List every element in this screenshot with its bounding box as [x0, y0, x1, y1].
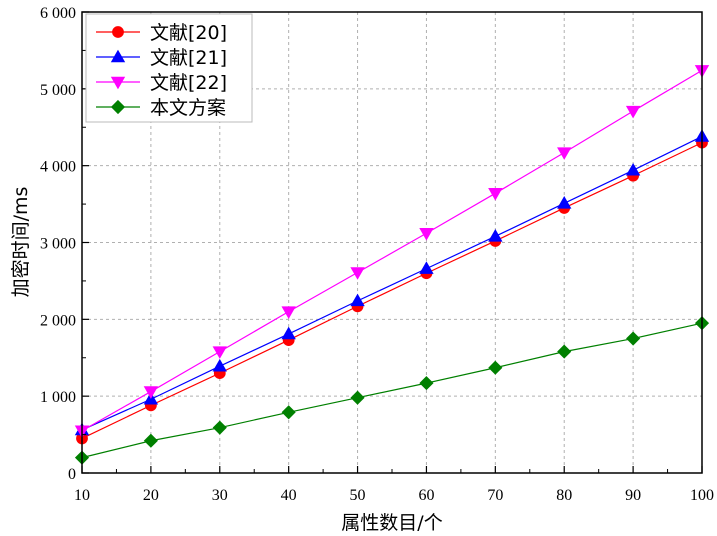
x-tick-label: 30 [212, 487, 228, 504]
series-3-point [281, 306, 296, 319]
series-line-2 [81, 135, 703, 431]
series-4-point [212, 420, 227, 435]
x-tick-label: 50 [350, 487, 366, 504]
x-tick-label: 40 [281, 487, 297, 504]
x-tick-label: 20 [143, 487, 159, 504]
x-tick-label: 60 [418, 487, 434, 504]
series-3-point [488, 188, 503, 201]
y-tick-label: 1 000 [40, 389, 76, 406]
x-tick-label: 80 [556, 487, 572, 504]
series-4-point [557, 344, 572, 359]
series-lines [81, 69, 703, 459]
series-4-point [143, 433, 158, 448]
x-tick-label: 10 [74, 487, 90, 504]
legend-marker-1 [112, 26, 124, 38]
series-4-point [626, 331, 641, 346]
y-tick-label: 3 000 [40, 236, 76, 253]
x-tick-label: 90 [625, 487, 641, 504]
y-tick-label: 4 000 [40, 159, 76, 176]
legend-label-3: 文献[22] [150, 72, 227, 94]
y-axis-title: 加密时间/ms [10, 187, 32, 298]
series-line-3 [81, 69, 703, 432]
series-3-point [143, 386, 159, 399]
legend-marker-2 [110, 49, 126, 63]
series-line-4 [81, 322, 703, 459]
legend-label-4: 本文方案 [150, 97, 226, 119]
series-3-point [625, 105, 641, 119]
series-4-point [281, 405, 296, 420]
series-markers [74, 65, 710, 465]
series-3-point [212, 346, 227, 359]
series-4-point [488, 360, 503, 375]
series-2-point [212, 358, 227, 372]
series-2-point [350, 293, 365, 307]
y-tick-labels: 0 1 000 2 000 3 000 4 000 5 000 6 000 [40, 5, 76, 483]
legend: 文献[20] 文献[21] 文献[22] 本文方案 [85, 13, 253, 123]
legend-label-2: 文献[21] [150, 47, 227, 69]
series-3-point [557, 147, 572, 160]
series-4-point [350, 390, 365, 405]
y-tick-label: 0 [68, 466, 76, 483]
series-4-point [419, 376, 434, 391]
y-tick-label: 6 000 [40, 5, 76, 22]
series-2-point [281, 326, 296, 340]
series-2-point [557, 196, 572, 209]
series-2-point [488, 229, 503, 242]
legend-marker-3 [110, 76, 126, 90]
x-axis-title: 属性数目/个 [341, 512, 442, 534]
y-tick-label: 2 000 [40, 312, 76, 329]
legend-label-1: 文献[20] [150, 22, 227, 44]
x-tick-label: 100 [690, 487, 714, 504]
series-2-point [419, 261, 434, 274]
series-3-point [350, 267, 365, 280]
series-line-1 [81, 142, 703, 439]
legend-marker-4 [110, 99, 126, 115]
y-tick-label: 5 000 [40, 82, 76, 99]
x-tick-labels: 10 20 30 40 50 60 70 80 90 100 [74, 487, 714, 504]
x-tick-label: 70 [487, 487, 503, 504]
series-2-point [625, 162, 641, 176]
series-3-point [419, 228, 434, 241]
